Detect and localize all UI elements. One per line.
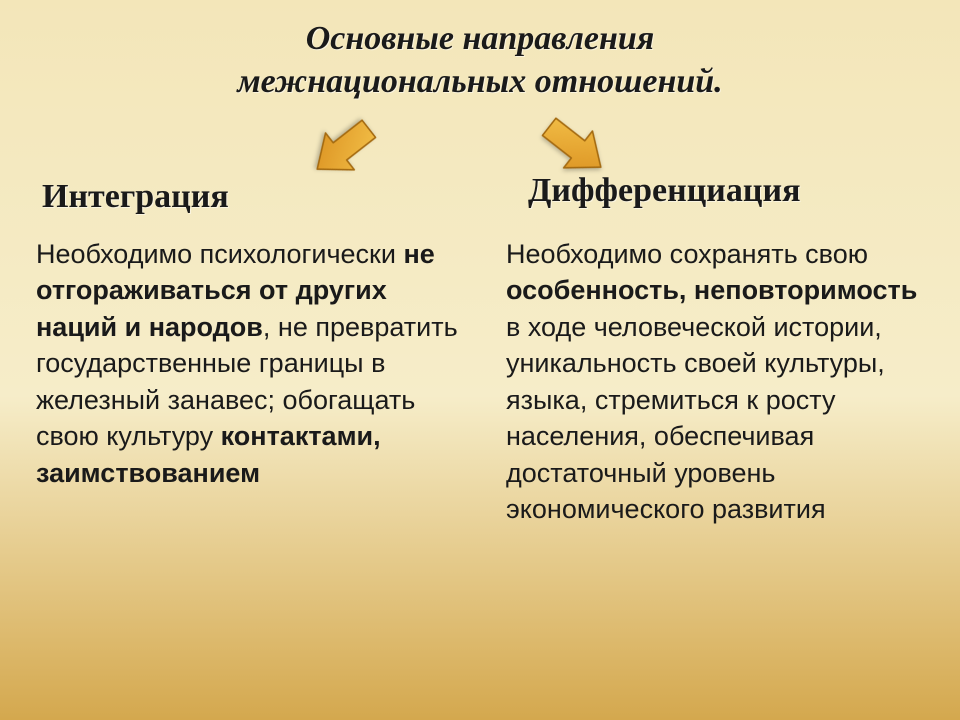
slide-root: Основные направления межнациональных отн… [0, 0, 960, 720]
integration-heading: Интеграция [42, 178, 229, 216]
columns: Необходимо психологически не отгораживат… [0, 236, 960, 528]
title-line-1: Основные направления [306, 20, 655, 57]
differentiation-heading: Дифференциация [528, 172, 800, 210]
arrow-left-icon [288, 110, 398, 188]
differentiation-body: Необходимо сохранять свою особенность, н… [506, 236, 928, 528]
slide-title: Основные направления межнациональных отн… [0, 18, 960, 103]
title-line-2: межнациональных отношений. [237, 63, 722, 100]
integration-body: Необходимо психологически не отгораживат… [36, 236, 458, 528]
